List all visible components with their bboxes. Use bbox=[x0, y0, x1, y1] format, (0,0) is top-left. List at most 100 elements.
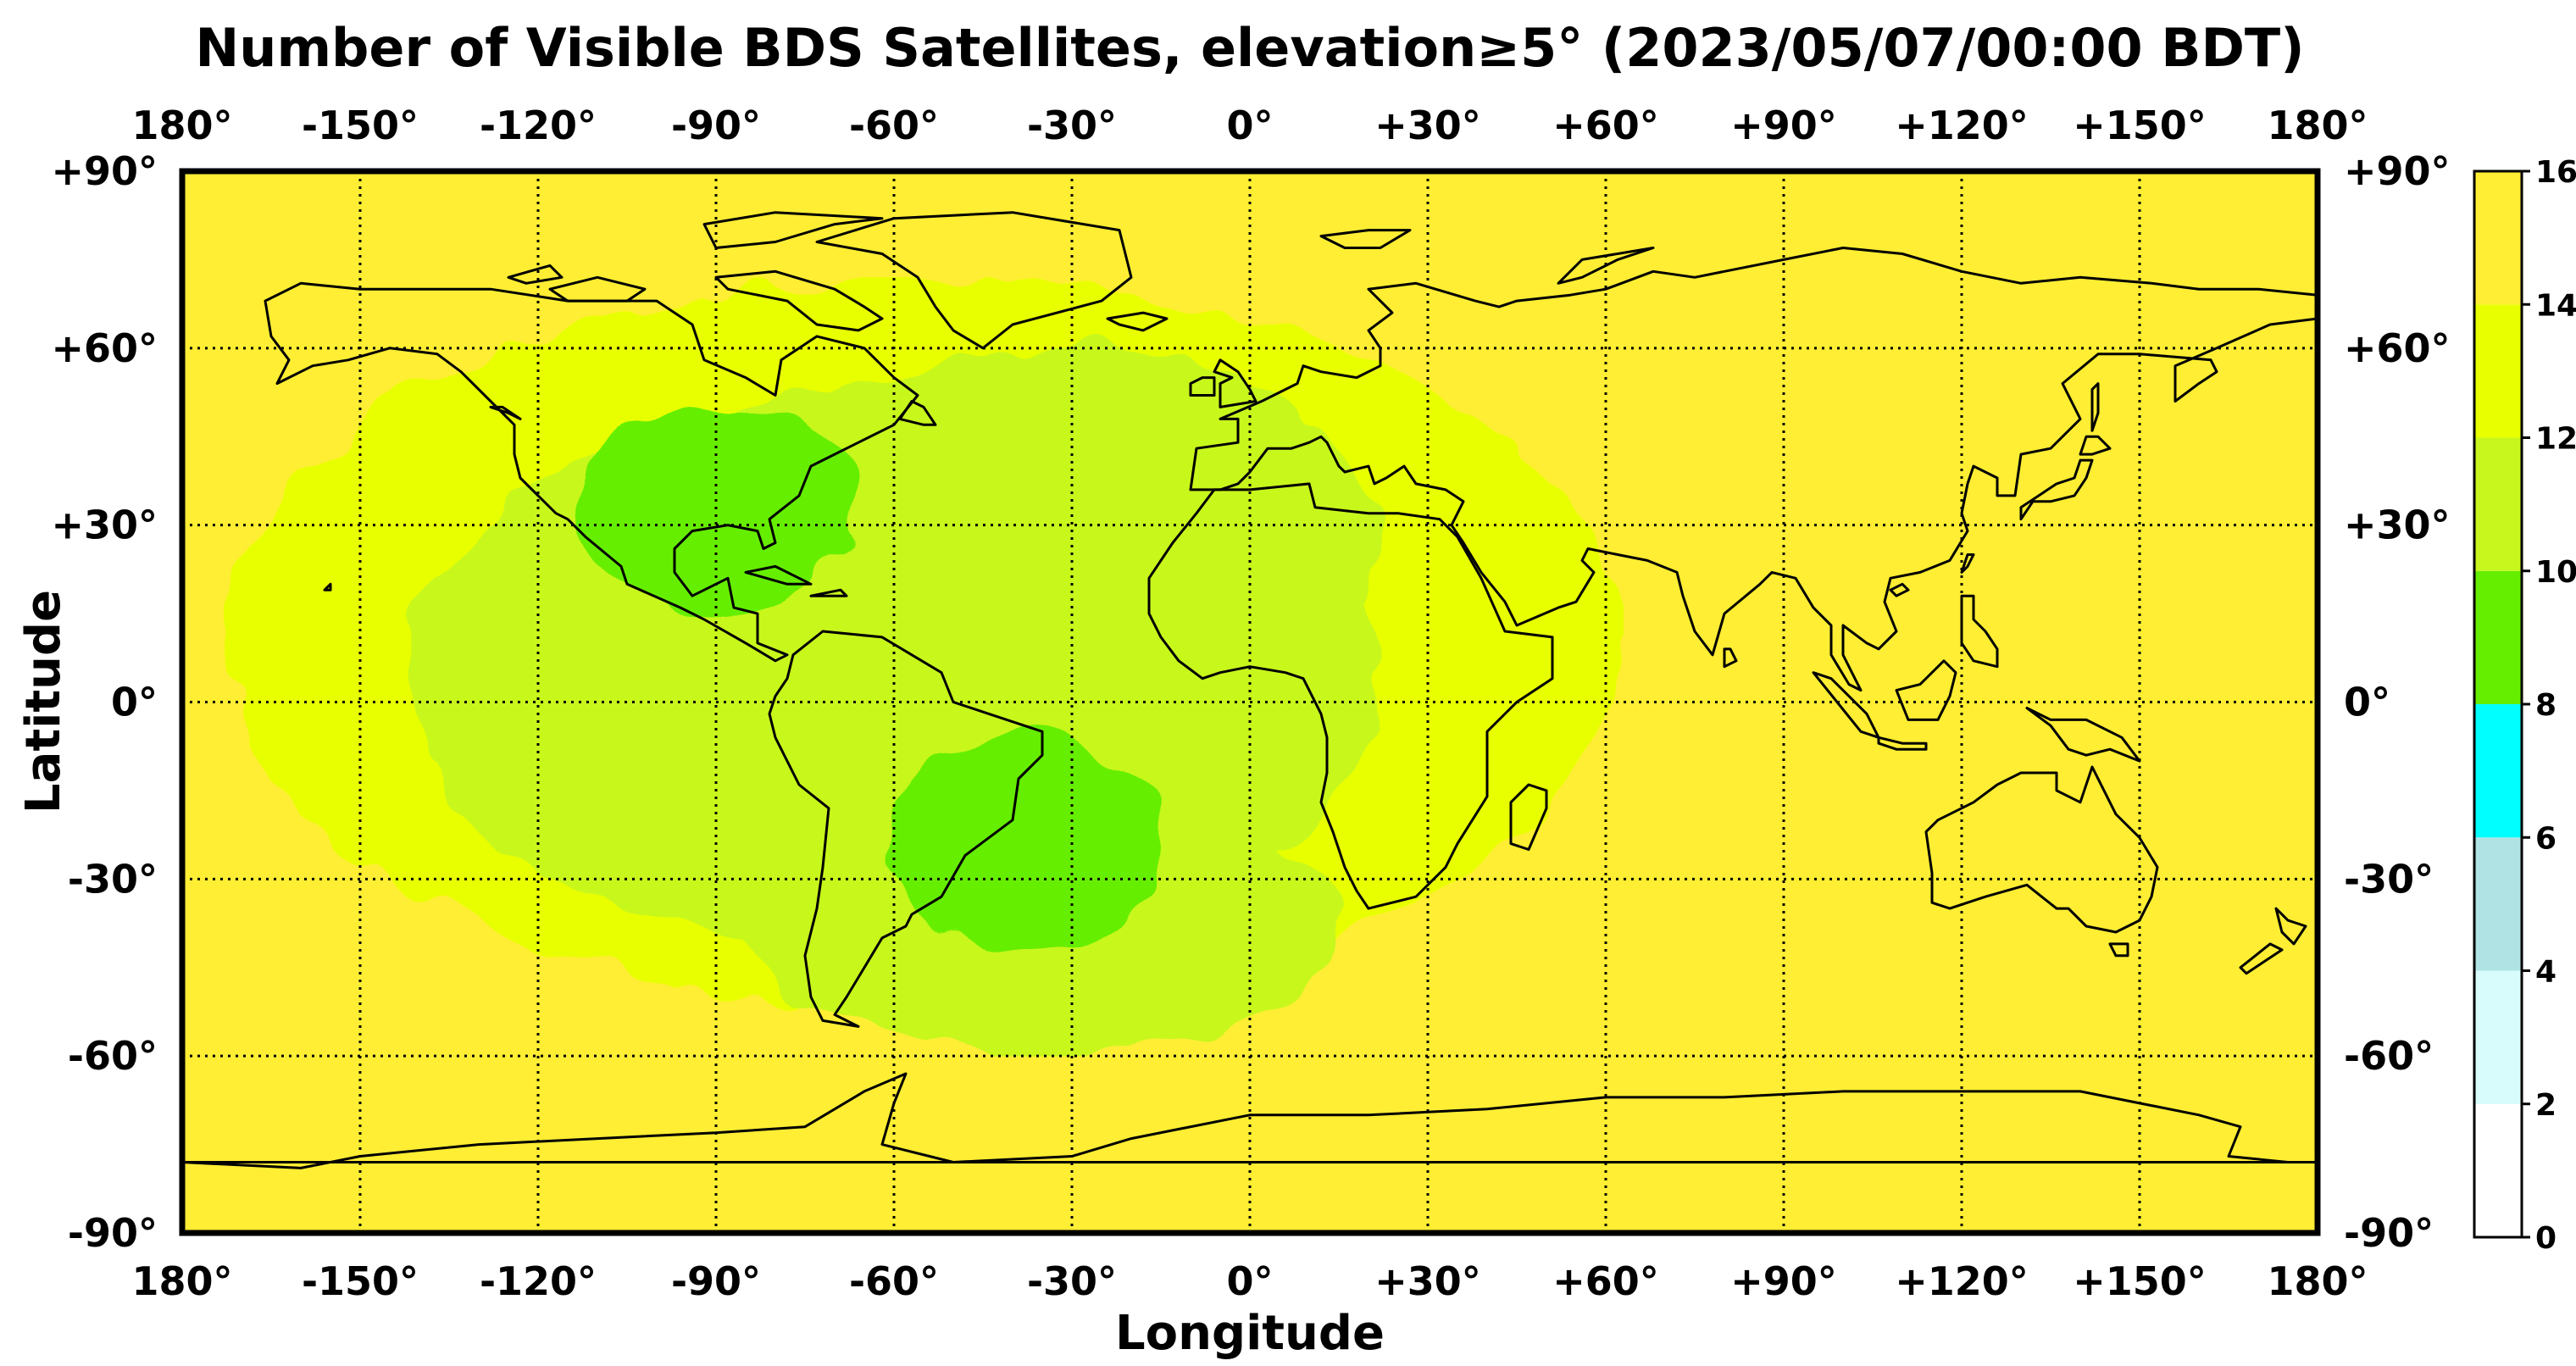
x-tick-label-top: -120° bbox=[480, 103, 597, 148]
x-tick-label-bottom: +90° bbox=[1730, 1258, 1837, 1304]
y-tick-label-right: +30° bbox=[2344, 503, 2451, 548]
x-tick-label-bottom: +60° bbox=[1552, 1258, 1659, 1304]
x-tick-label-bottom: 180° bbox=[131, 1258, 232, 1304]
x-tick-label-top: +150° bbox=[2073, 103, 2207, 148]
coastline-vancouver-island bbox=[489, 405, 522, 420]
coastline-ireland bbox=[1189, 376, 1216, 397]
x-tick-label-bottom: 180° bbox=[2267, 1258, 2368, 1304]
coastline-hainan bbox=[1889, 582, 1910, 597]
coastline-eurasia bbox=[1189, 247, 2318, 692]
colorbar-segment bbox=[2474, 970, 2522, 1104]
field-region-level-10 bbox=[431, 596, 763, 880]
colorbar-tick-label: 10 bbox=[2535, 555, 2576, 590]
colorbar-segment bbox=[2474, 171, 2522, 305]
colorbar-segment bbox=[2474, 704, 2522, 838]
y-tick-label-right: -90° bbox=[2344, 1210, 2434, 1256]
graticule-grid bbox=[182, 171, 2318, 1233]
chart-title: Number of Visible BDS Satellites, elevat… bbox=[195, 17, 2304, 79]
x-tick-label-bottom: -60° bbox=[849, 1258, 939, 1304]
coastline-north-america bbox=[264, 281, 919, 663]
y-tick-label-right: +60° bbox=[2344, 325, 2451, 371]
y-tick-label-left: +90° bbox=[51, 148, 158, 194]
field-region-level-14 bbox=[182, 1162, 2318, 1233]
y-tick-label-left: +60° bbox=[51, 325, 158, 371]
coastline-java bbox=[1877, 736, 1928, 751]
colorbar-tick-label: 0 bbox=[2535, 1221, 2557, 1256]
coastline-tasmania bbox=[2108, 942, 2129, 958]
x-tick-label-top: 180° bbox=[131, 103, 232, 148]
colorbar-tick-label: 14 bbox=[2535, 288, 2576, 323]
coastline-south-america bbox=[768, 630, 1044, 1028]
coastline-banks-island bbox=[507, 264, 564, 285]
coastlines bbox=[182, 211, 2318, 1169]
field-region-level-10 bbox=[763, 347, 1380, 726]
y-tick-label-left: +30° bbox=[51, 503, 158, 548]
colorbar-segment bbox=[2474, 1103, 2522, 1237]
x-tick-label-top: +60° bbox=[1552, 103, 1659, 148]
x-tick-label-top: -60° bbox=[849, 103, 939, 148]
colorbar-tick-label: 6 bbox=[2535, 821, 2557, 856]
coastline-hawaii bbox=[323, 582, 332, 591]
y-tick-label-left: 0° bbox=[111, 680, 158, 725]
coastline-baffin-island bbox=[714, 269, 884, 332]
x-tick-label-top: -150° bbox=[302, 103, 419, 148]
x-tick-labels-bottom: 180° -150° -120° -90° -60° -30° 0° +30° +60° +90°… bbox=[131, 1258, 2368, 1304]
x-tick-label-top: -90° bbox=[671, 103, 761, 148]
colorbar-tick-label: 2 bbox=[2535, 1088, 2557, 1123]
coastline-sakhalin bbox=[2090, 382, 2100, 432]
x-tick-label-bottom: -30° bbox=[1027, 1258, 1117, 1304]
coastline-new-guinea bbox=[2025, 707, 2141, 763]
coastline-hispaniola bbox=[809, 588, 848, 597]
coastline-ellesmere-island bbox=[702, 211, 884, 249]
map-frame bbox=[179, 168, 2321, 1236]
y-tick-labels-left: +90° +60° +30° 0° -30° -60° -90° bbox=[51, 148, 158, 1256]
y-tick-label-left: -90° bbox=[68, 1210, 158, 1256]
x-tick-label-top: 180° bbox=[2267, 103, 2368, 148]
coastline-taiwan bbox=[1960, 553, 1975, 574]
colorbar-segment bbox=[2474, 437, 2522, 571]
colorbar-tick-label: 12 bbox=[2535, 422, 2576, 457]
colorbar-segment bbox=[2474, 570, 2522, 704]
coastline-cuba bbox=[744, 564, 813, 586]
x-tick-label-top: +30° bbox=[1374, 103, 1481, 148]
colorbar-tick-label: 8 bbox=[2535, 688, 2557, 723]
x-tick-label-bottom: +150° bbox=[2073, 1258, 2207, 1304]
coastline-hokkaido bbox=[2079, 435, 2112, 456]
colorbar-segment bbox=[2474, 304, 2522, 438]
x-tick-label-top: -30° bbox=[1027, 103, 1117, 148]
x-tick-label-top: 0° bbox=[1226, 103, 1273, 148]
x-tick-label-bottom: -120° bbox=[480, 1258, 597, 1304]
coastline-sri-lanka bbox=[1723, 647, 1738, 669]
y-tick-label-right: +90° bbox=[2344, 148, 2451, 194]
coastline-borneo bbox=[1895, 659, 1957, 721]
coastline-antarctica bbox=[182, 1072, 2318, 1169]
x-tick-label-bottom: -90° bbox=[671, 1258, 761, 1304]
x-tick-label-bottom: 0° bbox=[1226, 1258, 1273, 1304]
colorbar-segment bbox=[2474, 837, 2522, 971]
x-tick-label-bottom: +120° bbox=[1895, 1258, 2029, 1304]
coastline-victoria-island bbox=[548, 275, 647, 303]
colorbar-tick-label: 16 bbox=[2535, 155, 2576, 190]
y-tick-label-right: -30° bbox=[2344, 856, 2434, 902]
y-tick-labels-right: +90° +60° +30° 0° -30° -60° -90° bbox=[2344, 148, 2451, 1256]
coastline-japan bbox=[2019, 458, 2094, 521]
x-tick-labels-top: 180° -150° -120° -90° -60° -30° 0° +30° +60° +90°… bbox=[131, 103, 2368, 148]
coastline-new-zealand-south bbox=[2239, 942, 2284, 975]
coastline-novaya-zemlya bbox=[1557, 247, 1655, 285]
coastline-great-britain bbox=[1213, 358, 1257, 408]
x-tick-label-top: +120° bbox=[1895, 103, 2029, 148]
x-tick-label-bottom: -150° bbox=[302, 1258, 419, 1304]
x-tick-label-bottom: +30° bbox=[1374, 1258, 1481, 1304]
y-tick-label-right: 0° bbox=[2344, 680, 2390, 725]
coastline-australia bbox=[1924, 765, 2159, 934]
y-tick-label-left: -30° bbox=[68, 856, 158, 902]
colorbar-tick-label: 4 bbox=[2535, 955, 2557, 990]
y-tick-label-left: -60° bbox=[68, 1033, 158, 1079]
coastline-svalbard bbox=[1319, 229, 1412, 249]
colorbar: 0 2 4 6 8 10 12 14 16 bbox=[2473, 155, 2576, 1256]
coastline-newfoundland bbox=[898, 400, 937, 426]
coastline-africa bbox=[1147, 482, 1554, 910]
x-tick-label-top: +90° bbox=[1730, 103, 1837, 148]
y-axis-label: Latitude bbox=[16, 590, 71, 813]
